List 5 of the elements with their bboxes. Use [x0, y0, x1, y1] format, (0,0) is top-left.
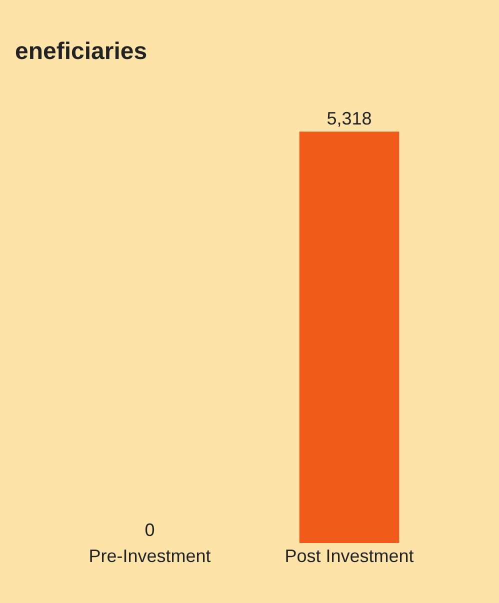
x-tick-label: Post Investment — [284, 546, 414, 566]
x-tick-label: Pre-Investment — [88, 546, 211, 566]
chart-title: eneficiaries — [14, 38, 148, 66]
data-label: 0 — [144, 520, 155, 540]
data-label: 5,318 — [326, 108, 372, 129]
